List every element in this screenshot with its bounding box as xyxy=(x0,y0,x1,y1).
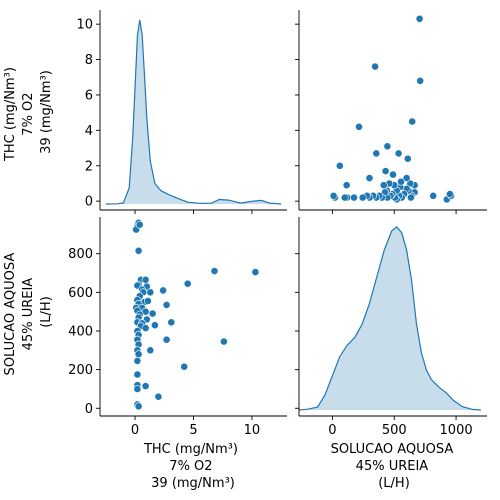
scatter-point xyxy=(150,321,159,330)
scatter-point xyxy=(180,362,189,371)
x-tick-label: 0 xyxy=(131,423,139,438)
y-axis-label-row1: SOLUCAO AQUOSA 45% UREIA (L/H) xyxy=(3,249,54,376)
scatter-point xyxy=(167,318,176,327)
scatter-point xyxy=(146,288,155,297)
scatter-point xyxy=(389,170,397,179)
scatter-point xyxy=(416,76,425,85)
x-axis-label-col0: THC (mg/Nm³) 7% O2 39 (mg/Nm³) xyxy=(143,442,242,491)
y-tick-label: 6 xyxy=(85,88,93,103)
scatter-point xyxy=(162,335,171,344)
y-tick-label: 8 xyxy=(85,53,93,68)
scatter-point xyxy=(219,337,228,346)
scatter-point xyxy=(146,346,155,355)
scatter-point xyxy=(159,286,167,295)
scatter-point xyxy=(342,181,351,190)
scatter-point xyxy=(381,167,390,175)
y-tick-label: 2 xyxy=(85,159,93,174)
scatter-point xyxy=(365,174,374,182)
x-label-col1-line3: (L/H) xyxy=(378,476,410,491)
x-label-col1-line1: SOLUCAO AQUOSA xyxy=(331,442,454,457)
panel-thc-vs-ureia-scatter xyxy=(295,10,487,214)
y-tick-label: 10 xyxy=(76,18,93,33)
x-tick-label: 5 xyxy=(189,423,197,438)
scatter-point xyxy=(429,191,438,200)
y-label-row1-line1: SOLUCAO AQUOSA xyxy=(3,253,18,376)
scatter-point xyxy=(141,382,150,390)
y-tick-label: 0 xyxy=(85,402,93,417)
scatter-point xyxy=(154,392,163,401)
y-tick-label: 4 xyxy=(85,124,93,139)
panel-thc-distribution: 0 2 4 6 8 10 xyxy=(76,10,287,214)
scatter-point xyxy=(210,267,219,275)
y-label-row1-line3: (L/H) xyxy=(39,296,54,328)
scatter-point xyxy=(372,149,381,158)
scatter-point xyxy=(394,149,403,158)
x-label-col0-line2: 7% O2 xyxy=(169,459,212,474)
x-axis-label-col1: SOLUCAO AQUOSA 45% UREIA (L/H) xyxy=(331,442,458,491)
y-label-row1-line2: 45% UREIA xyxy=(21,278,36,351)
scatter-point xyxy=(134,246,143,255)
y-tick-label: 800 xyxy=(68,247,93,262)
scatter-point xyxy=(134,350,143,359)
scatter-point xyxy=(371,62,379,71)
scatter-point xyxy=(329,191,338,200)
scatter-point xyxy=(358,193,367,202)
scatter-point xyxy=(402,174,411,182)
scatter-point xyxy=(183,279,192,288)
y-label-row0-line1: THC (mg/Nm³) xyxy=(3,67,18,162)
x-tick-label: 0 xyxy=(328,423,336,438)
scatter-point xyxy=(143,297,152,305)
x-tick-label: 10 xyxy=(244,423,261,438)
scatter-point xyxy=(445,190,454,198)
scatter-point xyxy=(383,142,392,151)
y-label-row0-line3: 39 (mg/Nm³) xyxy=(39,70,54,154)
scatter-point xyxy=(397,177,405,186)
kde-area xyxy=(299,227,481,410)
scatter-point xyxy=(162,300,171,309)
scatter-point xyxy=(141,275,150,284)
scatter-point xyxy=(148,309,157,318)
kde-curve xyxy=(298,226,481,411)
y-tick-label: 400 xyxy=(68,324,93,339)
scatter-point xyxy=(406,193,415,202)
scatter-point xyxy=(403,154,412,163)
scatter-point xyxy=(133,370,142,379)
x-tick-label: 500 xyxy=(382,423,407,438)
panel-ureia-distribution: 0 500 1000 xyxy=(295,217,487,438)
scatter-point xyxy=(141,324,150,332)
x-label-col1-line2: 45% UREIA xyxy=(356,459,429,474)
scatter-point xyxy=(350,193,358,202)
scatter-point xyxy=(379,181,388,190)
scatter-point xyxy=(415,14,424,23)
y-tick-label: 200 xyxy=(68,363,93,378)
scatter-point xyxy=(355,122,363,131)
scatter-point xyxy=(133,385,142,393)
scatter-point xyxy=(335,161,344,170)
x-tick-label: 1000 xyxy=(440,423,473,438)
kde-area xyxy=(105,20,282,204)
y-tick-label: 600 xyxy=(68,286,93,301)
kde-curve xyxy=(105,19,282,205)
scatter-point xyxy=(133,356,142,365)
y-axis-label-row0: THC (mg/Nm³) 7% O2 39 (mg/Nm³) xyxy=(3,63,54,162)
scatter-point xyxy=(134,402,143,411)
scatter-point xyxy=(251,268,260,276)
scatter-point xyxy=(408,117,417,126)
scatter-point xyxy=(135,220,144,229)
y-tick-label: 0 xyxy=(85,195,93,210)
x-label-col0-line1: THC (mg/Nm³) xyxy=(143,442,238,457)
x-label-col0-line3: 39 (mg/Nm³) xyxy=(151,476,235,491)
panel-ureia-vs-thc-scatter: 0 200 400 600 800 0 5 10 xyxy=(68,217,287,438)
y-label-row0-line2: 7% O2 xyxy=(21,92,36,135)
scatter-point xyxy=(340,193,349,202)
